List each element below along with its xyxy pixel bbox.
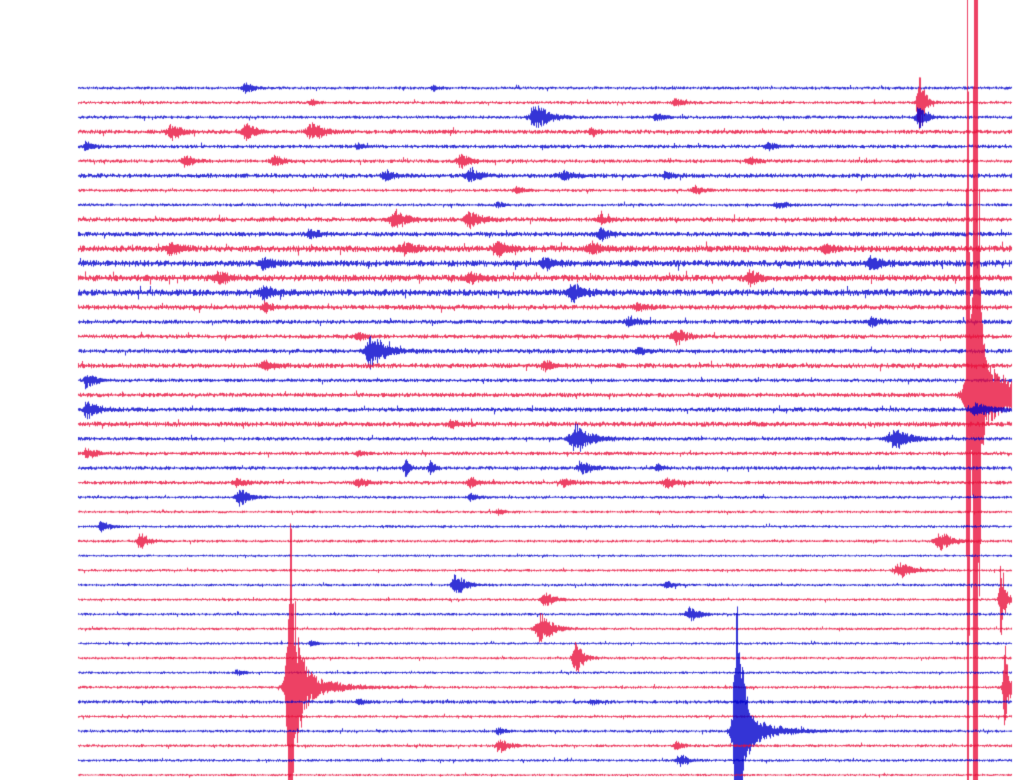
seismogram-canvas <box>0 0 1024 780</box>
helicorder-page: HL Voula, Attiki 2025-09-12 Applied filt… <box>0 0 1024 780</box>
